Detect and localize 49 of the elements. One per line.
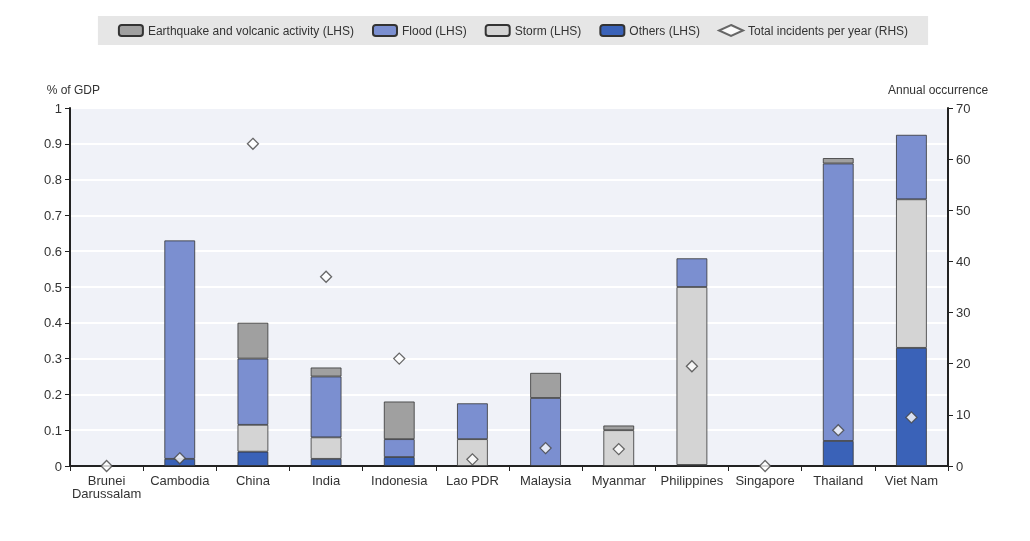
- point: [393, 352, 406, 365]
- x-tick-label: Brunei Darussalam: [71, 473, 142, 501]
- y2-tick-label: 50: [956, 202, 971, 218]
- y-tick-label: 0.4: [43, 315, 62, 331]
- y-tick-label: 0.6: [43, 243, 62, 259]
- x-tick-label: Malaysia: [519, 473, 572, 488]
- point: [100, 459, 113, 473]
- x-tick-label: Viet Nam: [884, 473, 939, 488]
- legend-label: Flood (LHS): [402, 23, 467, 38]
- legend-label: Total incidents per year (RHS): [748, 23, 909, 38]
- y-axis-title: % of GDP: [46, 83, 100, 97]
- point: [539, 441, 552, 455]
- y2-tick-label: 10: [956, 407, 971, 423]
- x-tick-label: Indonesia: [371, 473, 429, 488]
- point: [685, 360, 699, 373]
- point: [905, 411, 918, 424]
- y-tick-label: 0.7: [43, 207, 62, 223]
- y2-tick-label: 70: [956, 100, 971, 116]
- x-tick-label: China: [235, 473, 271, 488]
- y-tick-label: 1: [54, 100, 62, 116]
- y-tick-label: 0.5: [43, 279, 62, 295]
- x-tick-label: Myanmar: [591, 473, 647, 488]
- legend-label: Others (LHS): [629, 23, 701, 38]
- y-tick-label: 0: [54, 458, 62, 474]
- point: [173, 452, 186, 465]
- point: [758, 459, 772, 473]
- point: [466, 453, 479, 466]
- x-tick-label: Lao PDR: [446, 473, 499, 488]
- point: [319, 270, 333, 283]
- y-tick-label: 0.2: [43, 386, 62, 402]
- x-tick-label: Philippines: [660, 473, 724, 488]
- y2-axis-title: Annual occurrence: [888, 83, 989, 97]
- y2-tick-label: 20: [956, 356, 971, 372]
- point: [246, 137, 260, 150]
- point: [832, 424, 845, 437]
- y2-tick-label: 40: [956, 253, 971, 269]
- legend-label: Earthquake and volcanic activity (LHS): [147, 23, 355, 38]
- y2-tick-label: 30: [956, 305, 971, 321]
- x-tick-label: Cambodia: [150, 473, 211, 488]
- x-tick-label: India: [311, 473, 341, 488]
- y-tick-label: 0.1: [43, 422, 62, 438]
- y-tick-label: 0.3: [43, 351, 62, 367]
- legend-label: Storm (LHS): [514, 23, 582, 38]
- x-tick-label: Singapore: [735, 473, 795, 488]
- y2-tick-label: 60: [956, 151, 971, 167]
- y-tick-label: 0.9: [43, 136, 62, 152]
- x-tick-label: Thailand: [813, 473, 864, 488]
- y2-tick-label: 0: [956, 458, 964, 474]
- y-tick-label: 0.8: [43, 172, 62, 188]
